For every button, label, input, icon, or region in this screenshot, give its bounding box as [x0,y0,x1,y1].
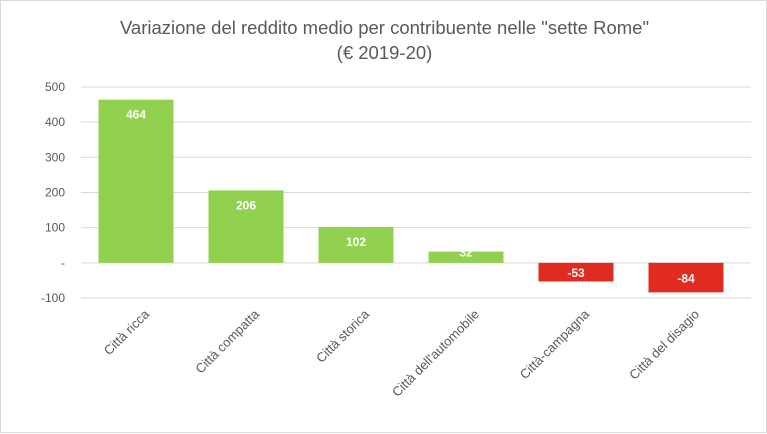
data-label: 32 [459,246,473,260]
data-label: 464 [126,108,146,122]
bar [648,262,724,293]
category-label: Città del disagio [626,307,702,383]
chart-title: Variazione del reddito medio per contrib… [119,17,650,38]
chart-subtitle: (€ 2019-20) [336,42,433,63]
category-label: Città compatta [192,306,262,376]
bar [98,99,174,263]
y-tick-label: -100 [41,291,65,305]
data-label: -84 [677,272,695,286]
category-label: Città storica [313,306,373,366]
data-label: -53 [567,266,585,280]
y-tick-label: 300 [45,150,65,164]
category-label: Città ricca [101,306,153,358]
chart-title-block: Variazione del reddito medio per contrib… [1,15,767,65]
bar [428,251,504,263]
bar [208,190,284,263]
bar [318,226,394,263]
bar [538,262,614,282]
category-label: Città dell'automobile [389,307,482,400]
data-label: 206 [236,198,256,212]
y-tick-label: 400 [45,115,65,129]
y-tick-label: - [61,256,65,270]
y-tick-label: 200 [45,186,65,200]
data-label: 102 [346,235,366,249]
y-tick-label: 100 [45,221,65,235]
category-label: Città-campagna [517,306,593,382]
y-tick-label: 500 [45,80,65,94]
